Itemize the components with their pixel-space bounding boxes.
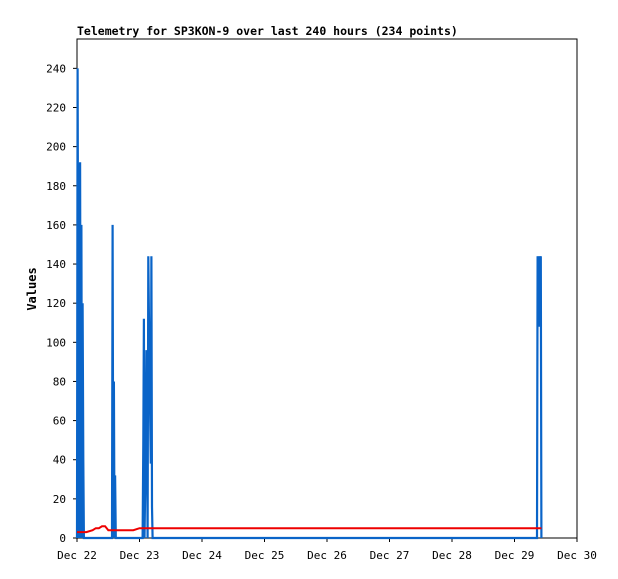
series-line-1 [75, 68, 543, 540]
x-tick-label: Dec 25 [245, 549, 285, 562]
y-tick-label: 80 [53, 375, 66, 388]
x-tick-label: Dec 29 [495, 549, 535, 562]
y-tick-label: 120 [46, 297, 66, 310]
x-tick-label: Dec 30 [557, 549, 597, 562]
x-tick-label: Dec 23 [120, 549, 160, 562]
y-tick-label: 0 [59, 532, 66, 545]
y-tick-label: 20 [53, 493, 66, 506]
x-tick-label: Dec 24 [182, 549, 222, 562]
y-tick-label: 140 [46, 258, 66, 271]
chart-title: Telemetry for SP3KON-9 over last 240 hou… [77, 24, 458, 38]
y-tick-label: 160 [46, 219, 66, 232]
series-line-2 [77, 525, 542, 534]
y-tick-label: 100 [46, 336, 66, 349]
x-tick-label: Dec 26 [307, 549, 347, 562]
x-tick-label: Dec 22 [57, 549, 97, 562]
y-tick-label: 220 [46, 101, 66, 114]
y-tick-label: 180 [46, 180, 66, 193]
y-tick-label: 40 [53, 454, 66, 467]
y-tick-label: 60 [53, 415, 66, 428]
y-tick-label: 240 [46, 62, 66, 75]
x-tick-label: Dec 27 [370, 549, 410, 562]
y-tick-label: 200 [46, 141, 66, 154]
plot-area: 0 20 40 60 80 100 120 140 160 180 200 220 240 Dec 22 D… [46, 38, 597, 562]
x-tick-label: Dec 28 [432, 549, 472, 562]
y-axis-label: Values [25, 267, 39, 310]
plot-frame [76, 38, 578, 539]
